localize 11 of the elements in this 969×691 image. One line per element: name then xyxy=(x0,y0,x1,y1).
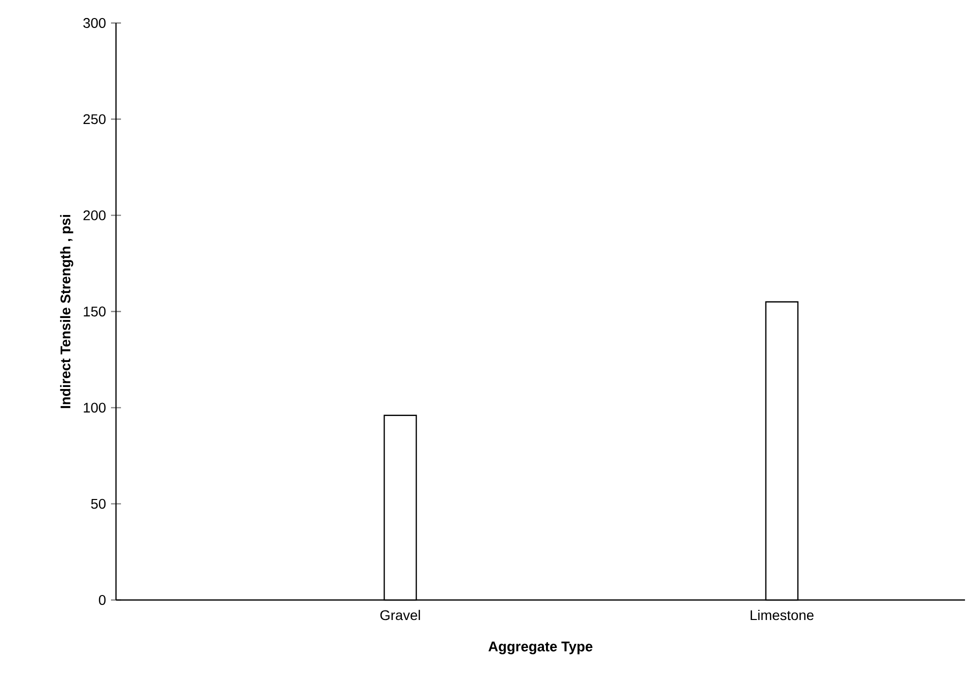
y-axis-title: Indirect Tensile Strength , psi xyxy=(60,214,74,408)
y-tick-label: 200 xyxy=(83,210,106,220)
y-tick-label: 50 xyxy=(91,498,106,509)
y-tick-label: 100 xyxy=(84,402,106,413)
x-axis-title: Aggregate Type xyxy=(488,642,592,654)
x-tick-label: Limestone xyxy=(750,610,814,620)
y-tick-label: 150 xyxy=(84,306,106,316)
y-tick-label: 0 xyxy=(98,595,106,605)
y-tick-label: 250 xyxy=(83,114,106,124)
x-tick-label: Gravel xyxy=(380,610,420,620)
y-tick-label: 300 xyxy=(83,18,106,28)
